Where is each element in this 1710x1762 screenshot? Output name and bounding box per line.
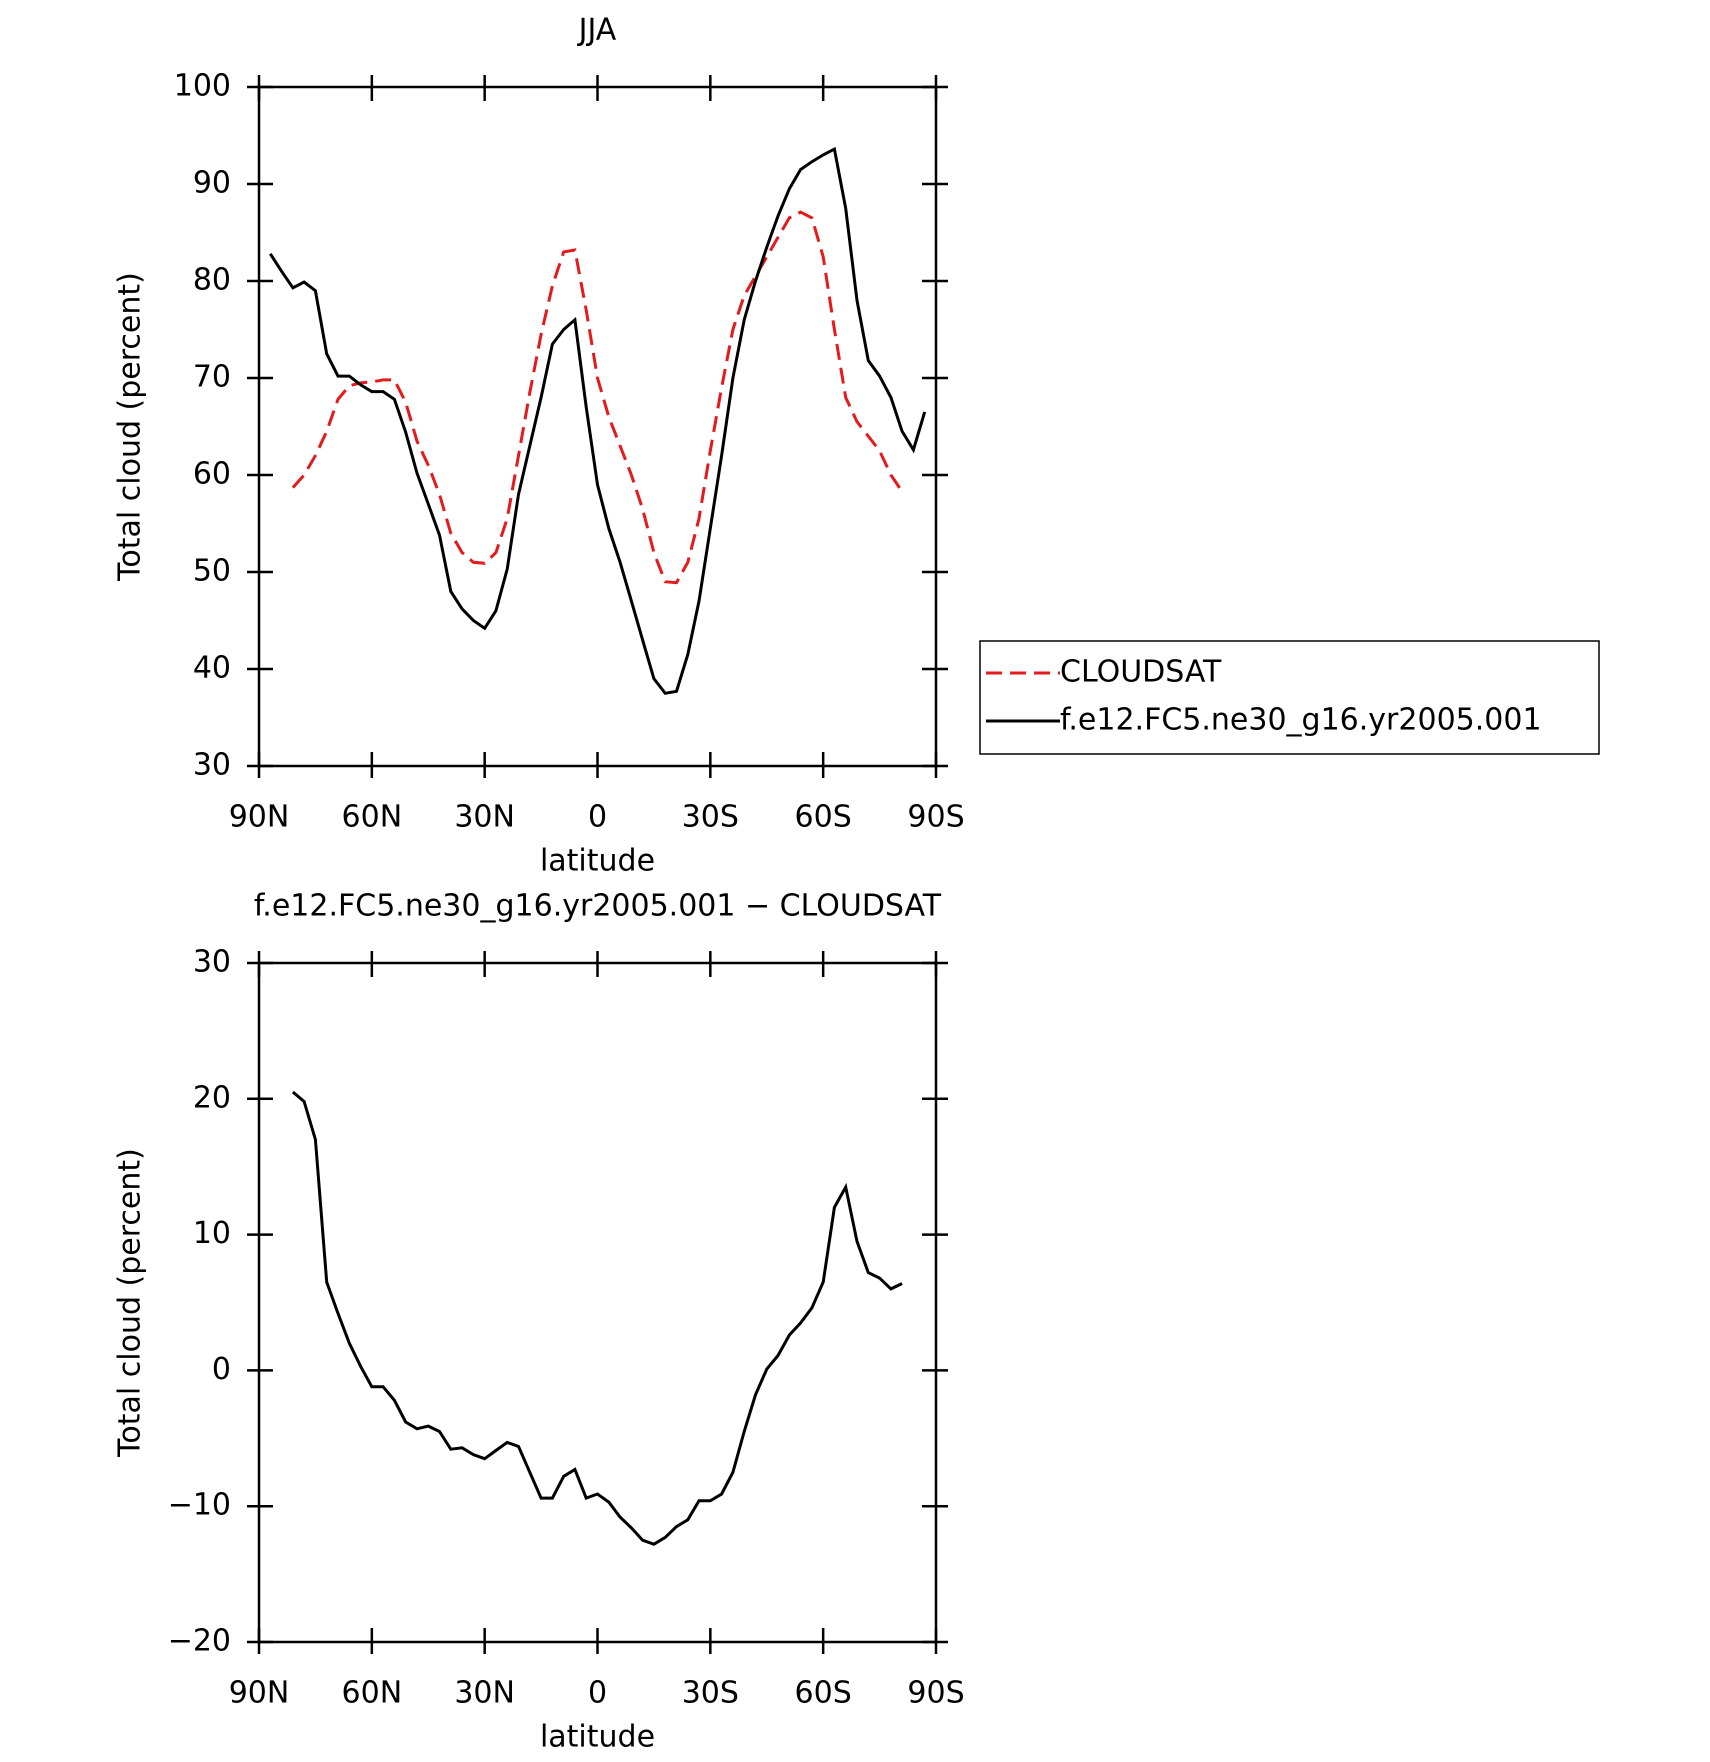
y-tick-label: −20 bbox=[168, 1624, 231, 1659]
y-tick-label: −10 bbox=[168, 1488, 231, 1523]
y-tick-label: 50 bbox=[193, 554, 231, 589]
x-tick-label: 30N bbox=[454, 800, 515, 835]
data-line bbox=[269, 146, 927, 695]
x-axis-label: latitude bbox=[540, 844, 655, 879]
x-tick-label: 60N bbox=[342, 1676, 403, 1711]
x-tick-label: 60S bbox=[795, 1676, 852, 1711]
chart-title: f.e12.FC5.ne30_g16.yr2005.001 − CLOUDSAT bbox=[254, 889, 942, 924]
x-tick-label: 30N bbox=[454, 1676, 515, 1711]
x-tick-label: 60S bbox=[795, 800, 852, 835]
x-tick-label: 90S bbox=[907, 800, 964, 835]
y-tick-label: 20 bbox=[193, 1080, 231, 1115]
y-tick-label: 90 bbox=[193, 166, 231, 201]
legend-label: CLOUDSAT bbox=[1060, 655, 1222, 690]
y-tick-label: 100 bbox=[174, 69, 231, 104]
legend-box bbox=[979, 640, 1600, 755]
y-tick-label: 0 bbox=[212, 1352, 231, 1387]
x-tick-label: 90N bbox=[229, 1676, 290, 1711]
x-tick-label: 30S bbox=[682, 1676, 739, 1711]
legend-label: f.e12.FC5.ne30_g16.yr2005.001 bbox=[1060, 703, 1542, 738]
y-axis-label: Total cloud (percent) bbox=[113, 1148, 148, 1458]
x-tick-label: 90S bbox=[907, 1676, 964, 1711]
plot-frame bbox=[257, 85, 938, 768]
data-line bbox=[291, 210, 904, 585]
y-tick-label: 30 bbox=[193, 748, 231, 783]
y-axis-label: Total cloud (percent) bbox=[113, 272, 148, 582]
y-tick-label: 80 bbox=[193, 263, 231, 298]
x-tick-label: 0 bbox=[588, 1676, 607, 1711]
y-tick-label: 70 bbox=[193, 360, 231, 395]
x-tick-label: 90N bbox=[229, 800, 290, 835]
y-tick-label: 60 bbox=[193, 457, 231, 492]
y-tick-label: 40 bbox=[193, 651, 231, 686]
y-tick-label: 10 bbox=[193, 1216, 231, 1251]
chart-title: JJA bbox=[577, 13, 617, 48]
x-tick-label: 0 bbox=[588, 800, 607, 835]
x-tick-label: 30S bbox=[682, 800, 739, 835]
data-line bbox=[291, 1090, 903, 1546]
x-axis-label: latitude bbox=[540, 1720, 655, 1755]
y-tick-label: 30 bbox=[193, 945, 231, 980]
plot-frame bbox=[257, 961, 938, 1644]
x-tick-label: 60N bbox=[342, 800, 403, 835]
